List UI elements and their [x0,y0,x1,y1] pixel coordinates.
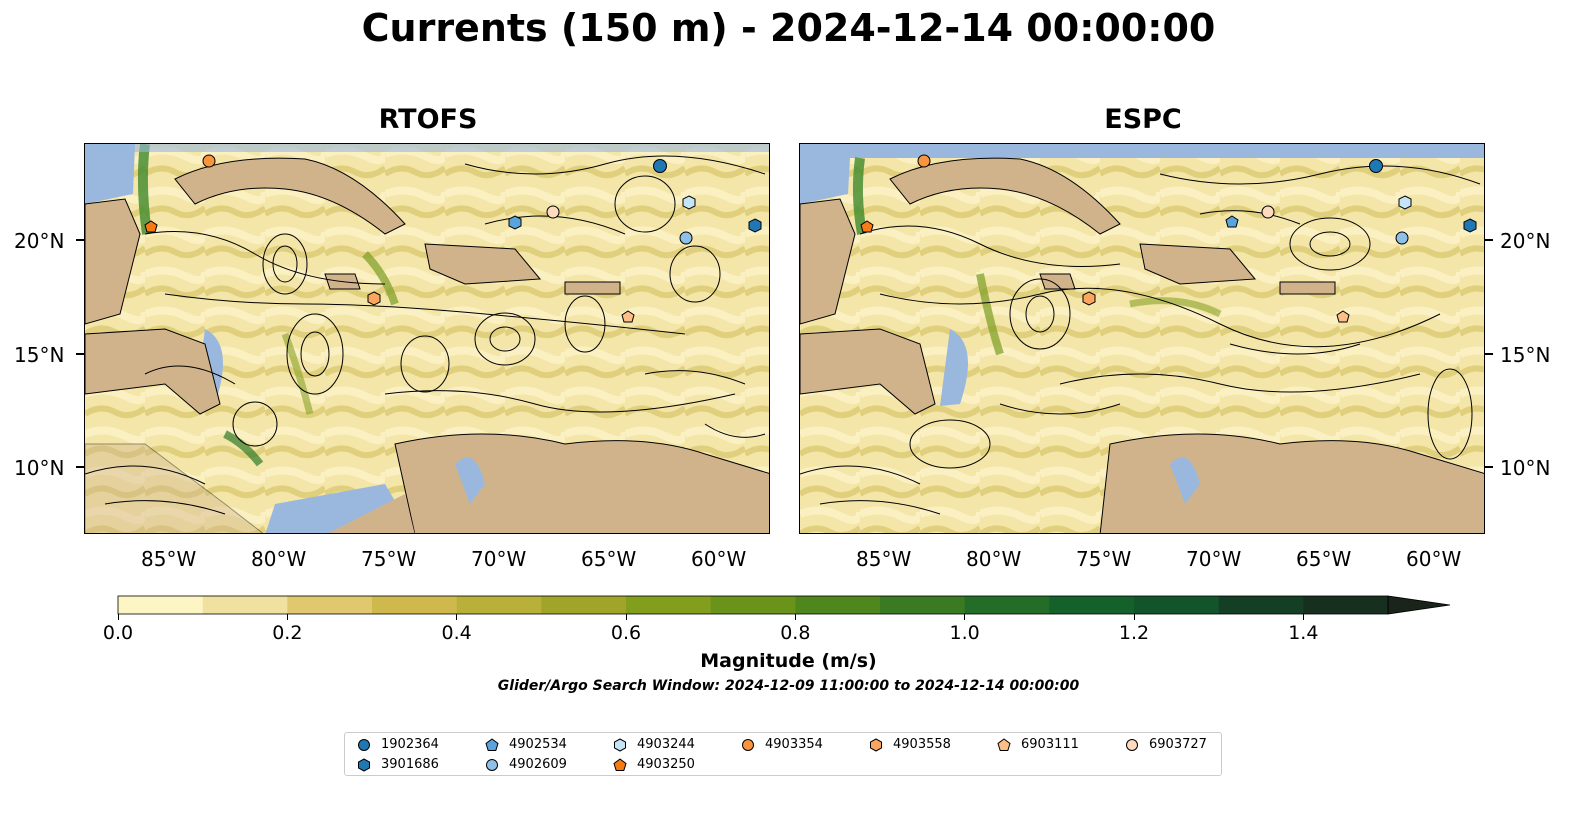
legend-item: 4902609 [485,757,567,772]
map-rtofs [85,144,769,533]
colorbar-tick [117,614,119,620]
lat-label-10n-right: 10°N [1500,456,1551,480]
colorbar-tick-label: 0.0 [102,622,134,644]
pentagon-marker-icon [485,737,499,751]
lat-tick [1485,239,1493,241]
lon-label-65w: 65°W [581,547,637,571]
colorbar-segment [626,596,712,614]
colorbar-tick-label: 0.8 [780,622,811,644]
colorbar-extend-arrow [1387,595,1451,615]
pentagon-marker-icon [613,757,627,771]
colorbar-segment [541,596,627,614]
colorbar-segment [118,596,204,614]
legend-item: 4903558 [869,737,951,752]
map-panel-rtofs [84,143,770,534]
hexagon-marker-icon [614,737,626,752]
lat-label-20n-right: 20°N [1500,229,1551,253]
legend-item-label: 4902609 [509,757,567,772]
lat-tick [76,239,84,241]
colorbar-segment [964,596,1050,614]
colorbar [117,595,1451,615]
legend-item-label: 6903727 [1149,737,1207,752]
lon-label-75w: 75°W [361,547,417,571]
legend-item-label: 6903111 [1021,737,1079,752]
colorbar-segment [456,596,542,614]
colorbar-segment [710,596,796,614]
colorbar-tick [1302,614,1304,620]
figure-title: Currents (150 m) - 2024-12-14 00:00:00 [361,6,1216,50]
colorbar-segment [1218,596,1304,614]
colorbar-tick [286,614,288,620]
legend-item: 4902534 [485,737,567,752]
circle-marker-icon [742,738,754,751]
legend: 1902364 3901686 4902534 4902609 4903244 49032… [344,732,1222,776]
colorbar-segment [795,596,881,614]
pentagon-marker-icon [997,737,1011,751]
map-panel-espc [799,143,1485,534]
legend-item: 6903111 [997,737,1079,752]
colorbar-tick [964,614,966,620]
lat-label-10n-left: 10°N [14,456,65,480]
lat-label-15n-right: 15°N [1500,343,1551,367]
legend-item: 4903354 [741,737,823,752]
lon-label-75w: 75°W [1076,547,1132,571]
colorbar-segment [287,596,373,614]
map-espc [800,144,1484,533]
panel-title-rtofs: RTOFS [378,104,478,135]
lat-tick [1485,466,1493,468]
legend-item: 4903250 [613,757,695,772]
colorbar-label: Magnitude (m/s) [700,650,877,672]
colorbar-tick-label: 0.2 [272,622,303,644]
lon-label-60w: 60°W [1406,547,1462,571]
search-window-text: Glider/Argo Search Window: 2024-12-09 11… [497,678,1080,694]
colorbar-segment [1303,596,1389,614]
colorbar-tick [456,614,458,620]
legend-item-label: 4903354 [765,737,823,752]
legend-item-label: 3901686 [381,757,439,772]
legend-item-label: 4902534 [509,737,567,752]
lat-tick [76,353,84,355]
lon-label-70w: 70°W [471,547,527,571]
lon-label-70w: 70°W [1186,547,1242,571]
lat-label-15n-left: 15°N [14,343,65,367]
lat-tick [76,466,84,468]
hexagon-marker-icon [358,757,370,772]
legend-item-label: 1902364 [381,737,439,752]
colorbar-tick [794,614,796,620]
legend-item-label: 4903558 [893,737,951,752]
lon-label-80w: 80°W [251,547,307,571]
legend-item-label: 4903244 [637,737,695,752]
colorbar-tick-label: 1.2 [1118,622,1150,644]
hexagon-marker-icon [870,737,882,752]
colorbar-segment [880,596,966,614]
colorbar-segment [202,596,288,614]
colorbar-segment [1134,596,1220,614]
legend-item: 1902364 [357,737,439,752]
colorbar-segment [1049,596,1135,614]
lon-label-60w: 60°W [691,547,747,571]
circle-marker-icon [486,758,498,771]
panel-title-espc: ESPC [1104,104,1182,135]
circle-marker-icon [358,738,370,751]
colorbar-segment [372,596,458,614]
lon-label-85w: 85°W [141,547,197,571]
legend-item: 3901686 [357,757,439,772]
lon-label-80w: 80°W [966,547,1022,571]
legend-item: 4903244 [613,737,695,752]
circle-marker-icon [1126,738,1138,751]
colorbar-tick-label: 1.4 [1288,622,1319,644]
colorbar-tick-label: 1.0 [949,622,980,644]
colorbar-tick [1133,614,1135,620]
colorbar-tick [625,614,627,620]
lon-label-85w: 85°W [856,547,912,571]
lon-label-65w: 65°W [1296,547,1352,571]
legend-item-label: 4903250 [637,757,695,772]
legend-item: 6903727 [1125,737,1207,752]
colorbar-tick-label: 0.4 [441,622,472,644]
lat-tick [1485,353,1493,355]
colorbar-outline [117,595,1389,615]
lat-label-20n-left: 20°N [14,229,65,253]
colorbar-tick-label: 0.6 [610,622,642,644]
